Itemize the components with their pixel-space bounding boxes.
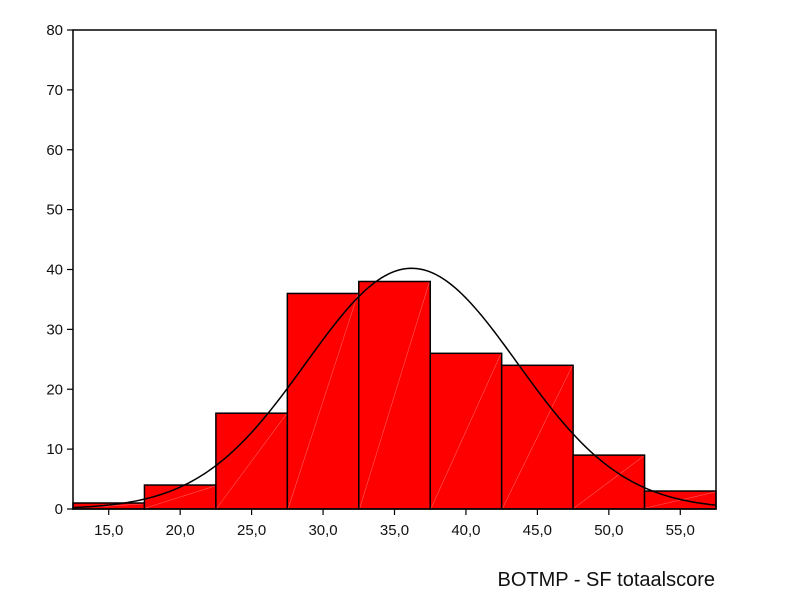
bar-sheen-line (216, 414, 287, 509)
x-axis-title: BOTMP - SF totaalscore (498, 569, 715, 591)
bar-sheen-line (430, 354, 501, 509)
y-tick-label: 40 (46, 262, 63, 279)
y-tick-label: 20 (46, 381, 63, 398)
y-tick-label: 60 (46, 142, 63, 159)
bar-sheen-line (359, 282, 430, 509)
x-tick-label: 25,0 (237, 522, 266, 539)
y-tick-label: 70 (46, 82, 63, 99)
normal-curve (72, 267, 717, 509)
x-tick-label: 35,0 (380, 522, 409, 539)
bar-sheen-line (573, 455, 644, 509)
x-tick-label: 40,0 (451, 522, 480, 539)
bar-sheen-line (502, 366, 573, 509)
x-axis: 15,0 20,0 25,0 30,0 35,0 40,0 45,0 50,0 55,0 (94, 509, 695, 539)
x-tick-label: 30,0 (308, 522, 337, 539)
x-tick-label: 45,0 (523, 522, 552, 539)
x-tick-label: 55,0 (666, 522, 695, 539)
y-tick-label: 50 (46, 202, 63, 219)
curve-group (72, 267, 717, 509)
y-axis: 0 10 20 30 40 50 60 70 80 (46, 22, 73, 518)
bar-sheen-line (288, 294, 359, 509)
y-tick-label: 80 (46, 22, 63, 39)
x-tick-label: 50,0 (594, 522, 623, 539)
x-tick-label: 15,0 (94, 522, 123, 539)
y-tick-label: 0 (55, 501, 63, 518)
x-tick-label: 20,0 (166, 522, 195, 539)
y-tick-label: 10 (46, 441, 63, 458)
y-tick-label: 30 (46, 321, 63, 338)
bar-sheen-line (145, 485, 215, 509)
